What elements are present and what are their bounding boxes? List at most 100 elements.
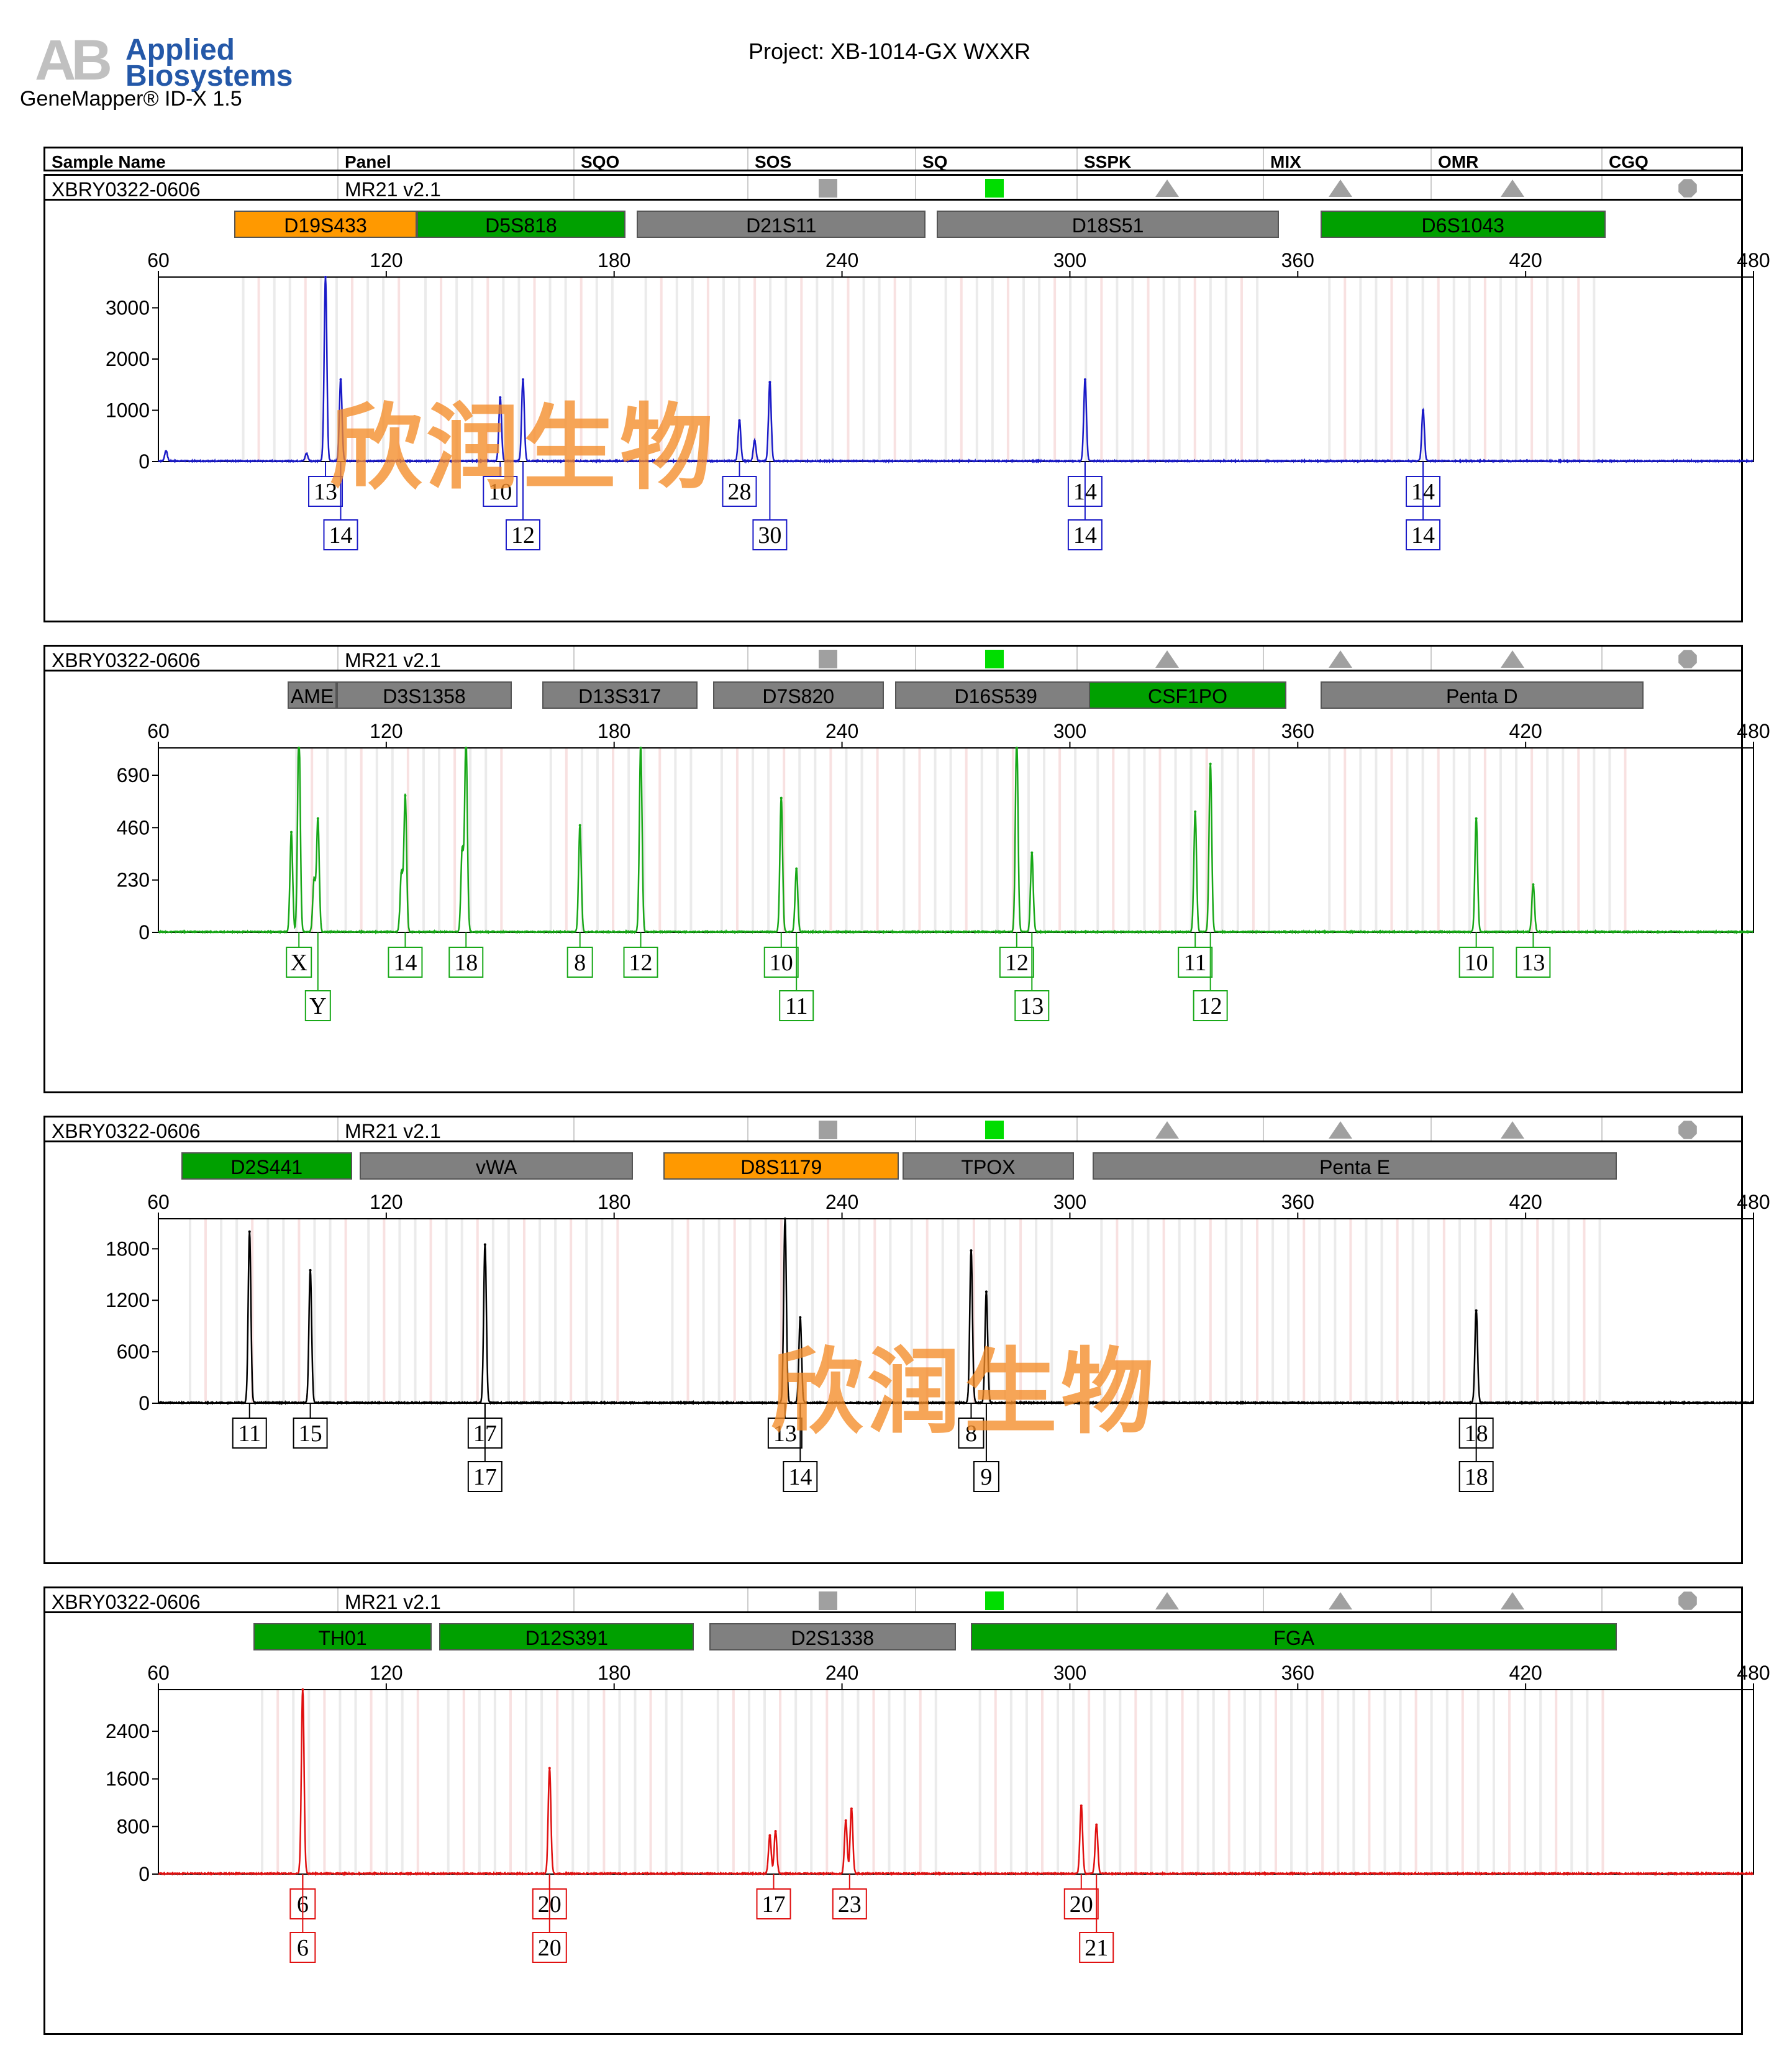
peak-point[interactable] [1030, 851, 1034, 854]
peak-point[interactable] [316, 817, 319, 820]
peak-point[interactable] [1015, 747, 1018, 749]
peak-point[interactable] [738, 419, 741, 422]
allele-call-box[interactable] [388, 947, 423, 978]
allele-call-box[interactable] [483, 476, 518, 507]
allele-call-box[interactable] [1458, 1461, 1494, 1492]
peak-point[interactable] [521, 378, 524, 381]
column-header-sq[interactable]: SQ [915, 148, 1076, 171]
column-header-cgq[interactable]: CGQ [1601, 148, 1745, 171]
allele-call-box[interactable] [722, 476, 757, 507]
allele-call-box[interactable] [623, 947, 658, 978]
mix-triangle-icon[interactable] [1329, 650, 1352, 668]
peak-point[interactable] [1080, 1804, 1083, 1807]
column-header-sqo[interactable]: SQO [573, 148, 747, 171]
column-header-sample-name[interactable]: Sample Name [52, 152, 166, 171]
peak-point[interactable] [1083, 378, 1086, 381]
peak-point[interactable] [780, 796, 783, 799]
locus-marker-d21s11[interactable]: D21S11 [637, 211, 926, 238]
peak-point[interactable] [461, 849, 464, 852]
peak-point[interactable] [1095, 1823, 1098, 1826]
allele-call-box[interactable] [566, 947, 593, 978]
allele-call-box[interactable] [1067, 519, 1103, 550]
peak-point[interactable] [1475, 817, 1478, 820]
allele-call-box[interactable] [505, 519, 540, 550]
peak-point[interactable] [844, 1819, 847, 1822]
allele-call-box[interactable] [467, 1461, 503, 1492]
peak-point[interactable] [783, 1218, 786, 1220]
locus-marker-d3s1358[interactable]: D3S1358 [337, 681, 512, 709]
omr-triangle-icon[interactable] [1501, 650, 1524, 668]
peak-point[interactable] [339, 378, 342, 381]
column-header-sos[interactable]: SOS [747, 148, 915, 171]
peak-point[interactable] [298, 747, 301, 749]
peak-point[interactable] [768, 1834, 771, 1837]
peak-point[interactable] [774, 1830, 777, 1833]
allele-call-box[interactable] [323, 519, 358, 550]
allele-call-box[interactable] [1406, 519, 1441, 550]
locus-marker-d13s317[interactable]: D13S317 [542, 681, 698, 709]
sq-green-square-icon[interactable] [985, 179, 1004, 198]
panel-name-cell[interactable]: MR21 v2.1 [337, 647, 573, 671]
sample-name-cell[interactable]: XBRY0322-0606 [52, 1120, 201, 1142]
allele-call-box[interactable] [304, 990, 331, 1021]
peak-point[interactable] [165, 450, 168, 453]
locus-marker-th01[interactable]: TH01 [253, 1623, 432, 1650]
panel-name-cell[interactable]: MR21 v2.1 [337, 1588, 573, 1613]
locus-marker-d6s1043[interactable]: D6S1043 [1320, 211, 1606, 238]
peak-point[interactable] [301, 1688, 304, 1691]
locus-marker-d7s820[interactable]: D7S820 [712, 681, 884, 709]
omr-triangle-icon[interactable] [1501, 1121, 1524, 1139]
allele-call-box[interactable] [763, 947, 799, 978]
sq-green-square-icon[interactable] [985, 650, 1004, 668]
peak-point[interactable] [404, 794, 407, 797]
sspk-triangle-icon[interactable] [1155, 650, 1179, 668]
locus-marker-d12s391[interactable]: D12S391 [439, 1623, 694, 1650]
allele-call-box[interactable] [958, 1418, 985, 1449]
peak-point[interactable] [1475, 1309, 1478, 1312]
locus-marker-d2s1338[interactable]: D2S1338 [709, 1623, 956, 1650]
allele-call-box[interactable] [783, 1461, 818, 1492]
peak-point[interactable] [248, 1230, 251, 1233]
panel-name-cell[interactable]: MR21 v2.1 [337, 176, 573, 201]
sos-gray-square-icon[interactable] [819, 1121, 837, 1139]
locus-marker-fga[interactable]: FGA [971, 1623, 1617, 1650]
cgq-octagon-icon[interactable] [1678, 179, 1697, 198]
sample-name-cell[interactable]: XBRY0322-0606 [52, 1591, 201, 1613]
locus-marker-d16s539[interactable]: D16S539 [895, 681, 1097, 709]
locus-marker-penta-d[interactable]: Penta D [1320, 681, 1644, 709]
locus-marker-d2s441[interactable]: D2S441 [181, 1152, 352, 1180]
locus-marker-d19s433[interactable]: D19S433 [234, 211, 417, 238]
panel-name-cell[interactable]: MR21 v2.1 [337, 1118, 573, 1142]
sspk-triangle-icon[interactable] [1155, 1592, 1179, 1609]
cgq-octagon-icon[interactable] [1678, 1591, 1697, 1610]
peak-point[interactable] [768, 381, 771, 384]
allele-call-box[interactable] [1079, 1932, 1114, 1963]
column-header-panel[interactable]: Panel [337, 148, 573, 171]
peak-point[interactable] [985, 1290, 988, 1293]
column-header-sspk[interactable]: SSPK [1076, 148, 1263, 171]
allele-call-box[interactable] [832, 1888, 867, 1919]
peak-point[interactable] [483, 1243, 486, 1246]
peak-point[interactable] [305, 452, 308, 455]
allele-call-box[interactable] [1193, 990, 1228, 1021]
locus-marker-ame[interactable]: AME [287, 681, 337, 709]
locus-marker-penta-e[interactable]: Penta E [1093, 1152, 1617, 1180]
mix-triangle-icon[interactable] [1329, 1121, 1352, 1139]
peak-point[interactable] [795, 867, 798, 870]
cgq-octagon-icon[interactable] [1678, 1121, 1697, 1139]
peak-point[interactable] [499, 396, 502, 399]
allele-call-box[interactable] [289, 1932, 316, 1963]
allele-call-box[interactable] [767, 1418, 803, 1449]
allele-call-box[interactable] [448, 947, 484, 978]
column-header-omr[interactable]: OMR [1430, 148, 1601, 171]
sq-green-square-icon[interactable] [985, 1121, 1004, 1139]
peak-point[interactable] [312, 878, 316, 881]
peak-point[interactable] [290, 831, 293, 834]
locus-marker-vwa[interactable]: vWA [360, 1152, 634, 1180]
peak-point[interactable] [799, 1316, 802, 1319]
column-header-mix[interactable]: MIX [1263, 148, 1430, 171]
omr-triangle-icon[interactable] [1501, 1592, 1524, 1609]
peak-point[interactable] [850, 1807, 853, 1810]
sq-green-square-icon[interactable] [985, 1591, 1004, 1610]
cgq-octagon-icon[interactable] [1678, 650, 1697, 668]
